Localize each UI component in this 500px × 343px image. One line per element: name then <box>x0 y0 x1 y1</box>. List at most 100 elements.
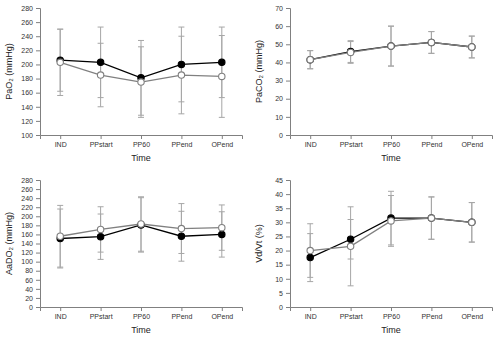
tick-label: IND <box>305 313 317 320</box>
tick: PP60 <box>133 135 150 148</box>
tick: PPstart <box>90 307 113 320</box>
error-cap <box>138 46 144 47</box>
error-cap <box>428 239 434 240</box>
marker <box>388 43 394 49</box>
tick-mark <box>222 307 223 311</box>
error-cap <box>428 239 434 240</box>
marker <box>428 39 434 45</box>
tick: 200 <box>21 213 40 220</box>
series-line <box>310 218 472 258</box>
tick-mark <box>36 216 40 217</box>
marker <box>307 57 313 63</box>
markers <box>307 39 475 63</box>
tick: 10 <box>275 276 290 283</box>
tick-mark <box>36 298 40 299</box>
tick: OPend <box>461 307 483 320</box>
x-axis: INDPPstartPP60PPendOPend <box>291 307 493 320</box>
markers <box>307 215 475 261</box>
tick-label: 20 <box>275 247 283 254</box>
tick-mark <box>310 307 311 311</box>
tick-label: 240 <box>21 195 33 202</box>
error-cap <box>428 196 434 197</box>
tick-label: 20 <box>25 295 33 302</box>
tick: 180 <box>21 222 40 229</box>
tick-label: 80 <box>25 267 33 274</box>
series-line <box>310 42 472 59</box>
marker <box>428 39 434 45</box>
tick-mark <box>36 189 40 190</box>
marker <box>307 57 313 63</box>
tick: 100 <box>21 258 40 265</box>
error-cap <box>469 202 475 203</box>
tick-label: IND <box>55 313 67 320</box>
tick: 30 <box>275 77 290 84</box>
tick: PPend <box>421 135 442 148</box>
tick: 120 <box>21 249 40 256</box>
tick-mark <box>36 135 40 136</box>
tick: 280 <box>21 177 40 184</box>
error-bars <box>307 196 475 286</box>
error-cap <box>469 242 475 243</box>
tick-mark <box>36 93 40 94</box>
marker <box>219 59 225 65</box>
marker <box>469 219 475 225</box>
error-cap <box>219 250 225 251</box>
marker <box>138 222 144 228</box>
error-cap <box>178 113 184 114</box>
tick-label: 40 <box>25 286 33 293</box>
marker <box>219 224 225 230</box>
tick-label: PPend <box>171 141 192 148</box>
tick: 160 <box>21 231 40 238</box>
plot-area <box>307 26 475 69</box>
tick-mark <box>181 135 182 139</box>
error-cap <box>57 29 63 30</box>
marker <box>219 73 225 79</box>
axis-line <box>41 136 243 140</box>
tick-mark <box>286 194 290 195</box>
tick-label: 10 <box>275 114 283 121</box>
error-cap <box>98 43 104 44</box>
tick-label: PPstart <box>340 141 363 148</box>
tick-label: PP60 <box>383 313 400 320</box>
tick-mark <box>351 135 352 139</box>
tick-label: PPend <box>421 313 442 320</box>
tick: PPstart <box>90 135 113 148</box>
tick-label: 70 <box>275 5 283 12</box>
marker <box>388 43 394 49</box>
tick-mark <box>141 135 142 139</box>
plot-area <box>57 197 225 268</box>
tick-label: 0 <box>29 304 33 311</box>
tick-label: 100 <box>21 132 33 139</box>
error-cap <box>57 205 63 206</box>
error-cap <box>178 203 184 204</box>
tick-label: 140 <box>21 104 33 111</box>
tick: 30 <box>275 219 290 226</box>
figure: 100120140160180200220240260280INDPPstart… <box>0 0 500 343</box>
error-cap <box>219 117 225 118</box>
tick-label: IND <box>55 141 67 148</box>
tick-mark <box>36 271 40 272</box>
tick-label: 180 <box>21 222 33 229</box>
tick-label: 60 <box>275 23 283 30</box>
tick: PP60 <box>383 135 400 148</box>
marker <box>97 233 103 239</box>
marker <box>307 254 313 260</box>
error-cap <box>98 252 104 253</box>
tick-mark <box>286 293 290 294</box>
tick-label: 35 <box>275 205 283 212</box>
tick-mark <box>36 207 40 208</box>
tick: 40 <box>275 191 290 198</box>
error-cap <box>307 50 313 51</box>
plot-area <box>57 27 225 117</box>
x-axis: INDPPstartPP60PPendOPend <box>41 307 243 320</box>
error-cap <box>388 26 394 27</box>
tick-label: 30 <box>275 77 283 84</box>
error-cap <box>469 202 475 203</box>
tick-label: 30 <box>275 219 283 226</box>
tick-mark <box>472 307 473 311</box>
tick: 120 <box>21 118 40 125</box>
marker <box>307 247 313 253</box>
tick-label: 40 <box>275 191 283 198</box>
tick: 60 <box>275 23 290 30</box>
error-cap <box>469 242 475 243</box>
